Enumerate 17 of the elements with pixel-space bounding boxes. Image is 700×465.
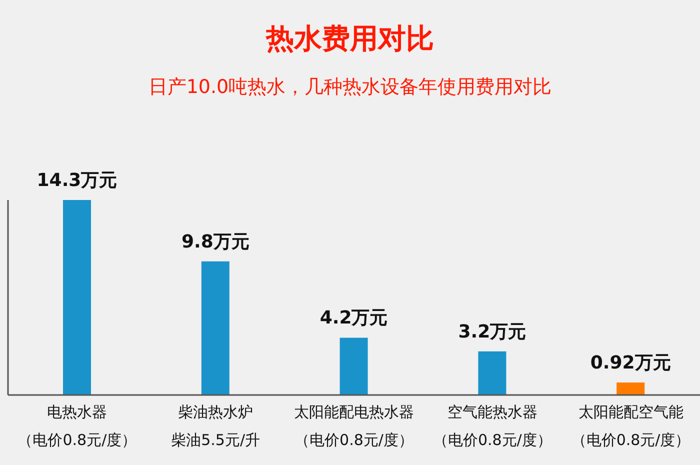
x-tick-label: 空气能热水器（电价0.8元/度） [432, 403, 552, 449]
chart-subtitle: 日产10.0吨热水，几种热水设备年使用费用对比 [147, 75, 553, 100]
data-label: 0.92万元 [590, 352, 671, 374]
data-label: 3.2万元 [458, 321, 526, 342]
bar [201, 261, 230, 395]
bar [63, 200, 91, 395]
bar [616, 382, 645, 395]
data-label: 14.3万元 [36, 170, 118, 191]
x-tick-label: 太阳能配空气能（电价0.8元/度） [571, 403, 690, 449]
x-tick-label: 柴油热水炉柴油5.5元/升 [171, 403, 260, 449]
x-tick-label: 太阳能配电热水器（电价0.8元/度） [294, 403, 414, 449]
data-label: 4.2万元 [320, 308, 388, 329]
bar [340, 338, 368, 395]
data-label: 9.8万元 [181, 231, 250, 252]
chart-title: 热水费用对比 [264, 22, 435, 56]
bar [478, 351, 506, 395]
x-tick-label: 电热水器（电价0.8元/度） [18, 403, 137, 449]
